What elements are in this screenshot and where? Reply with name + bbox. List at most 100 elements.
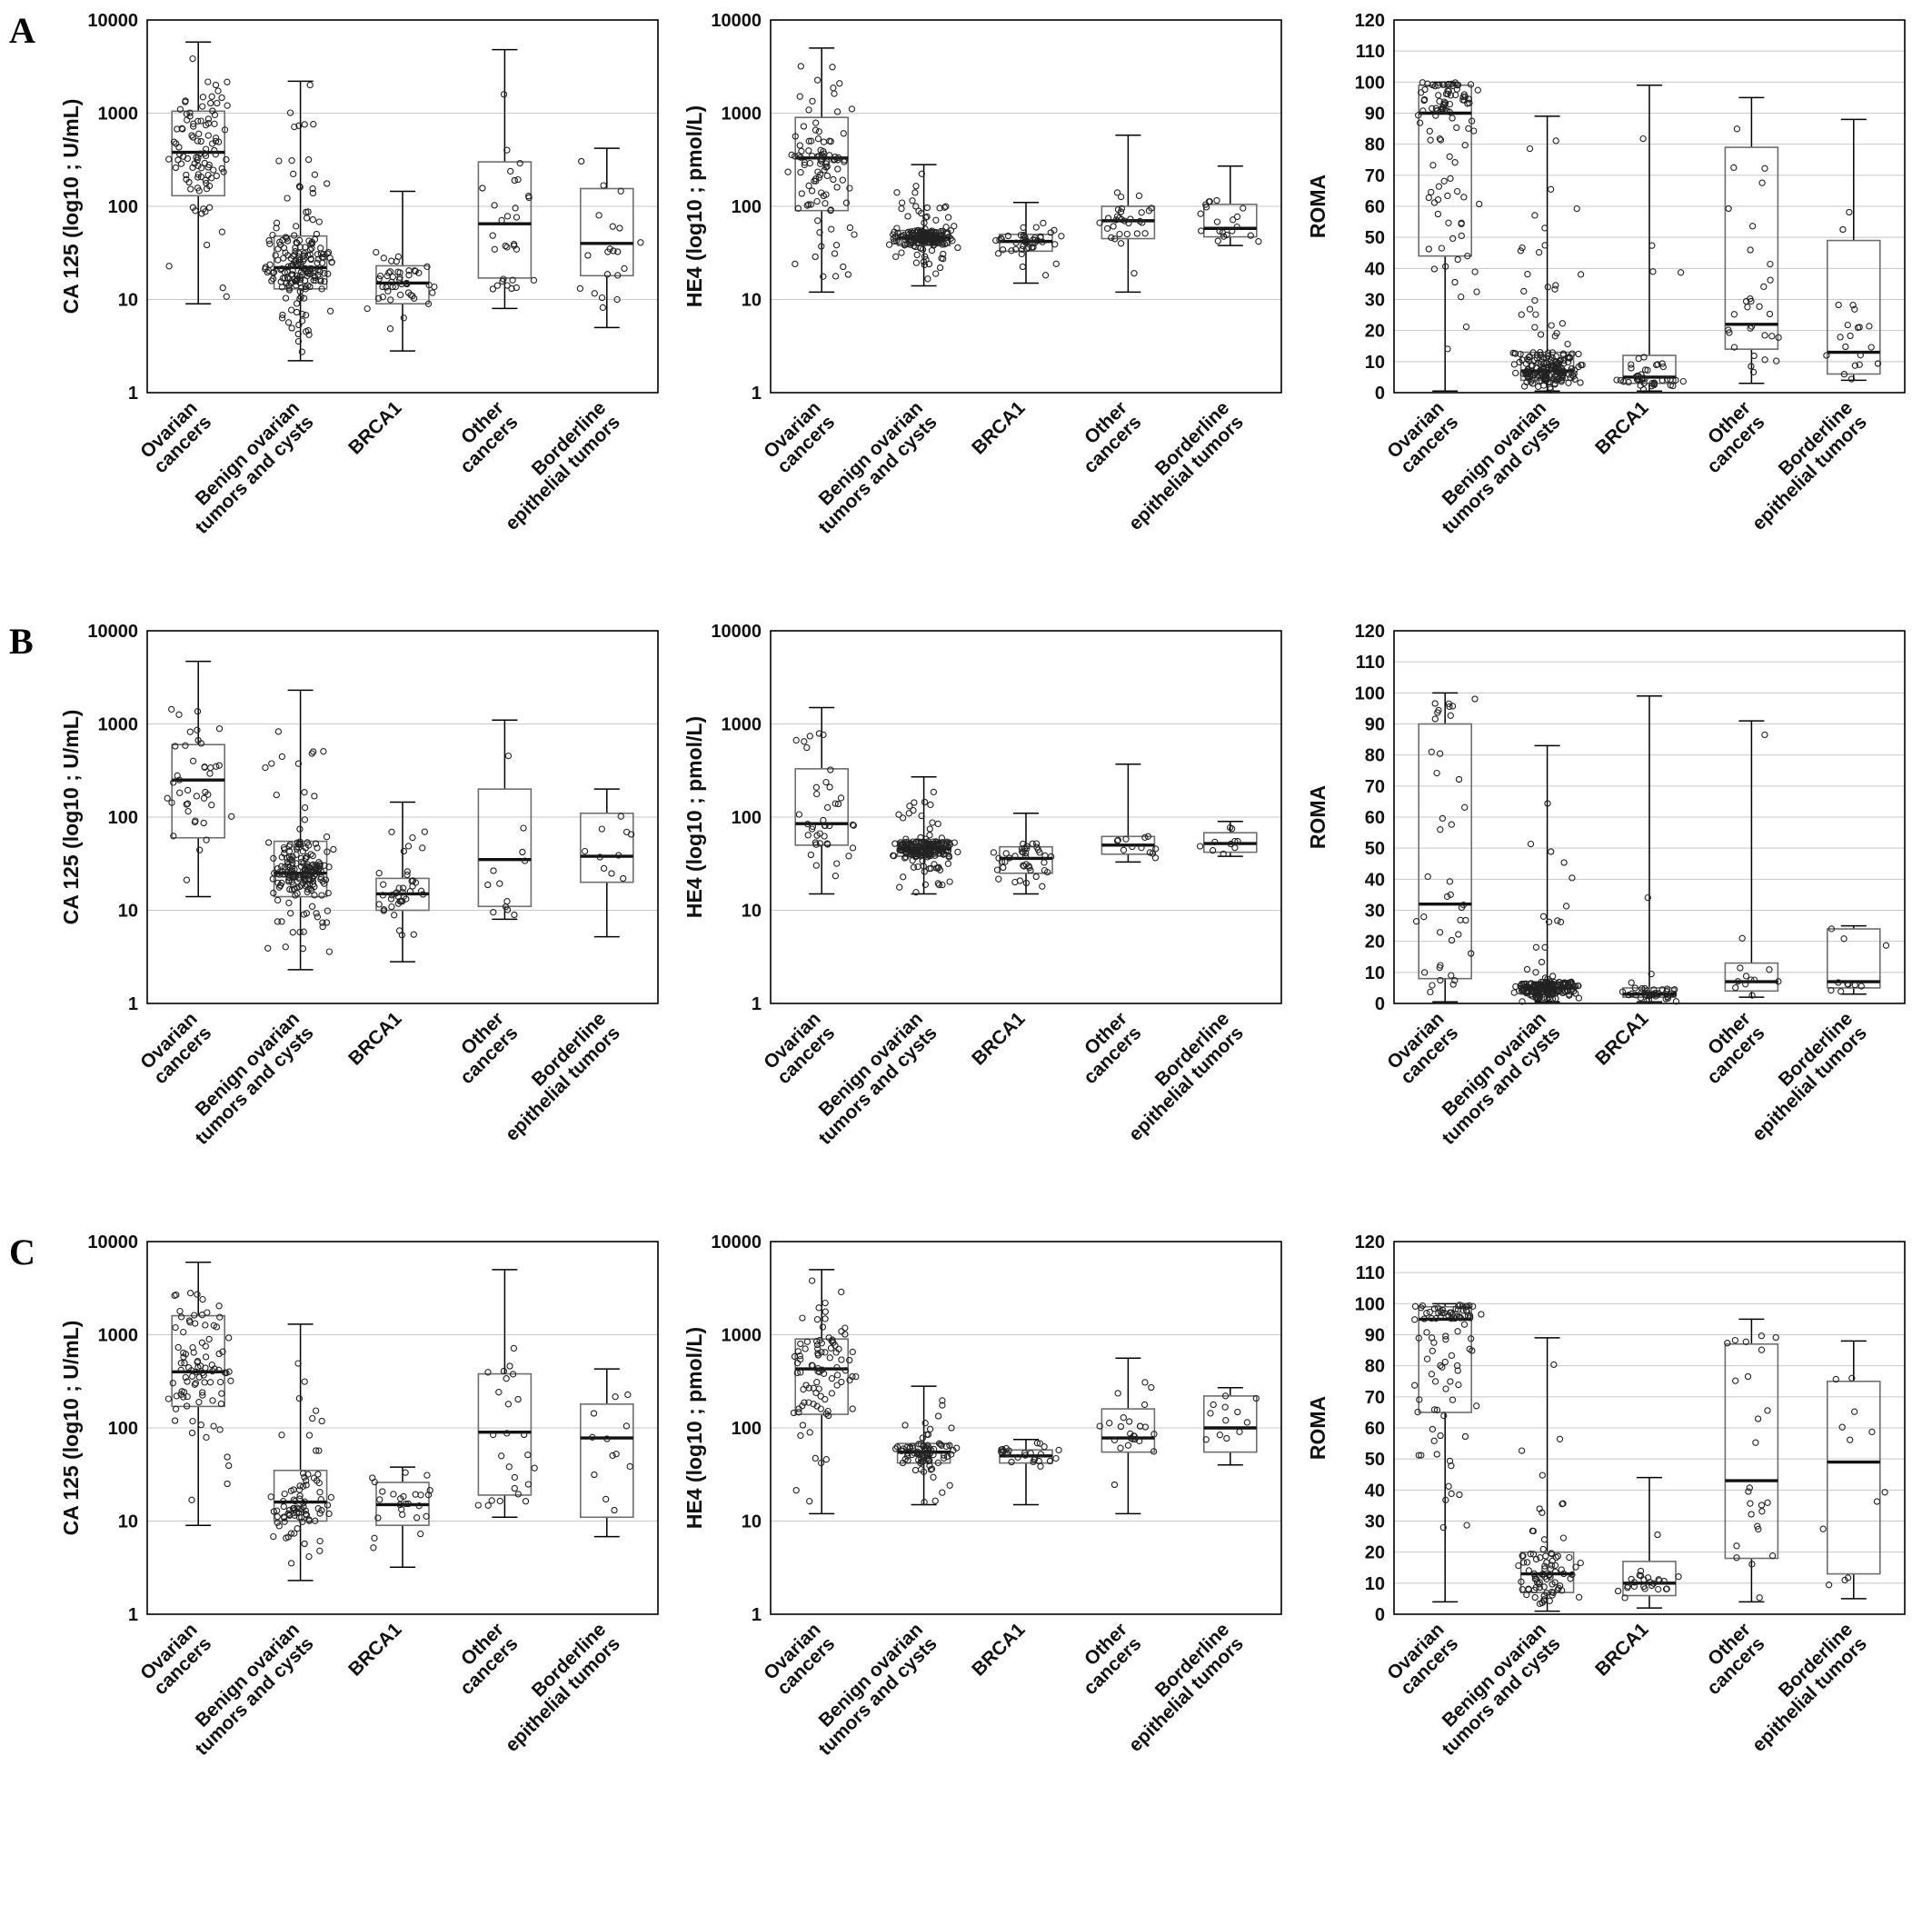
data-point	[797, 169, 804, 176]
data-point	[280, 1502, 287, 1511]
data-point	[1041, 859, 1048, 866]
data-point	[1468, 117, 1476, 125]
y-tick-label: 100	[732, 1419, 762, 1439]
data-point	[1724, 1340, 1731, 1347]
data-point	[1036, 1440, 1044, 1447]
data-point	[392, 283, 399, 291]
y-axis-label: HE4 (log10 ; pmol/L)	[682, 105, 706, 307]
data-point	[205, 161, 213, 169]
y-tick-label: 10000	[711, 1232, 762, 1252]
y-tick-label: 80	[1365, 135, 1385, 155]
data-point	[1118, 205, 1126, 213]
data-point	[282, 249, 289, 256]
data-point	[951, 839, 958, 846]
data-point	[223, 293, 230, 300]
data-point	[1214, 237, 1221, 244]
plot-border	[770, 19, 1282, 394]
data-point	[834, 165, 842, 173]
data-point	[326, 254, 334, 262]
data-point	[180, 1388, 188, 1396]
data-point	[504, 1401, 513, 1408]
data-point	[591, 1471, 598, 1479]
data-point	[1524, 355, 1531, 363]
data-point	[194, 1291, 201, 1298]
iqr-box	[375, 264, 430, 304]
data-point	[603, 271, 612, 278]
data-point	[1427, 136, 1434, 144]
data-point	[1841, 1576, 1848, 1584]
data-point	[317, 276, 324, 284]
data-point	[1650, 986, 1658, 993]
y-tick-label: 110	[1356, 1263, 1385, 1283]
data-point	[1016, 877, 1024, 884]
data-point	[816, 1368, 823, 1376]
data-point	[1434, 210, 1442, 218]
data-point	[503, 898, 511, 905]
data-point	[934, 1412, 942, 1420]
data-point	[1766, 966, 1773, 973]
data-point	[808, 825, 816, 833]
data-point	[1547, 185, 1555, 193]
data-point	[994, 250, 1002, 257]
data-point	[1423, 1355, 1431, 1362]
data-point	[1028, 244, 1036, 251]
data-point	[1526, 305, 1534, 313]
data-point	[1761, 731, 1768, 739]
data-point	[801, 161, 808, 169]
data-point	[510, 240, 518, 248]
data-point	[274, 1513, 281, 1521]
data-point	[820, 731, 827, 739]
data-point	[531, 1464, 538, 1472]
data-point	[1447, 175, 1454, 183]
data-point	[298, 317, 306, 324]
data-point	[806, 1429, 813, 1436]
data-point	[302, 328, 310, 335]
data-point	[282, 943, 289, 951]
data-point	[615, 852, 622, 859]
data-point	[1459, 901, 1468, 909]
data-point	[520, 824, 527, 832]
data-point	[948, 1451, 955, 1458]
data-point	[215, 762, 223, 769]
data-point	[1428, 1314, 1435, 1322]
data-point	[822, 1349, 829, 1356]
data-point	[1575, 1593, 1583, 1601]
data-point	[918, 1455, 925, 1463]
data-point	[1452, 91, 1459, 99]
data-point	[1454, 1328, 1461, 1335]
y-tick-label: 100	[1355, 1294, 1385, 1314]
data-point	[202, 1342, 209, 1350]
data-point	[164, 794, 171, 802]
data-point	[223, 1369, 230, 1377]
data-point	[612, 1451, 620, 1458]
data-point	[1424, 873, 1431, 881]
box-group-1	[1510, 744, 1583, 1005]
data-point	[833, 184, 841, 191]
data-point	[921, 1499, 928, 1506]
data-point	[1128, 1434, 1135, 1442]
data-point	[1663, 375, 1671, 384]
data-point	[807, 851, 815, 859]
data-point	[200, 819, 207, 827]
data-point	[312, 1407, 320, 1414]
data-point	[921, 253, 929, 260]
data-point	[940, 1454, 948, 1462]
data-point	[311, 171, 319, 178]
data-point	[1562, 903, 1570, 910]
data-point	[172, 743, 179, 750]
data-point	[309, 189, 317, 197]
data-point	[1471, 268, 1479, 275]
data-point	[1213, 196, 1220, 205]
data-point	[172, 1323, 179, 1332]
data-point	[1029, 239, 1036, 247]
data-point	[603, 1435, 611, 1442]
data-point	[1423, 1310, 1430, 1317]
data-point	[1240, 205, 1247, 212]
data-point	[798, 190, 805, 197]
data-point	[304, 156, 313, 164]
data-point	[1220, 233, 1228, 240]
data-point	[1544, 800, 1551, 807]
data-point	[1515, 1562, 1522, 1570]
data-point	[1756, 1594, 1763, 1602]
data-point	[995, 875, 1002, 883]
